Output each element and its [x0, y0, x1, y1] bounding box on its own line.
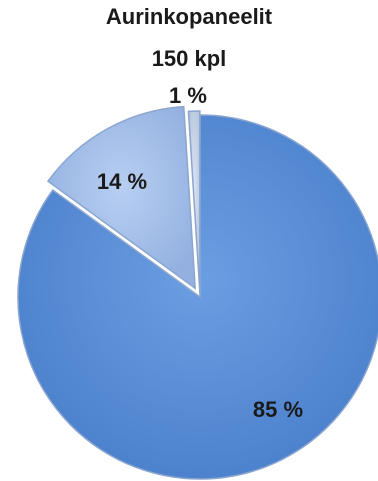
pie-slice-label-3: 1 %	[169, 83, 207, 108]
pie-labels: 85 % 14 % 1 %	[97, 83, 303, 422]
pie-slice-label-1: 85 %	[253, 397, 303, 422]
chart-title: Aurinkopaneelit	[105, 4, 273, 29]
pie-slice-label-2: 14 %	[97, 169, 147, 194]
pie-slice-1	[17, 114, 378, 480]
pie-slice-2	[46, 105, 197, 290]
chart-subtitle: 150 kpl	[151, 46, 227, 71]
pie-slice-3	[187, 110, 201, 294]
pie-slices	[17, 105, 378, 480]
